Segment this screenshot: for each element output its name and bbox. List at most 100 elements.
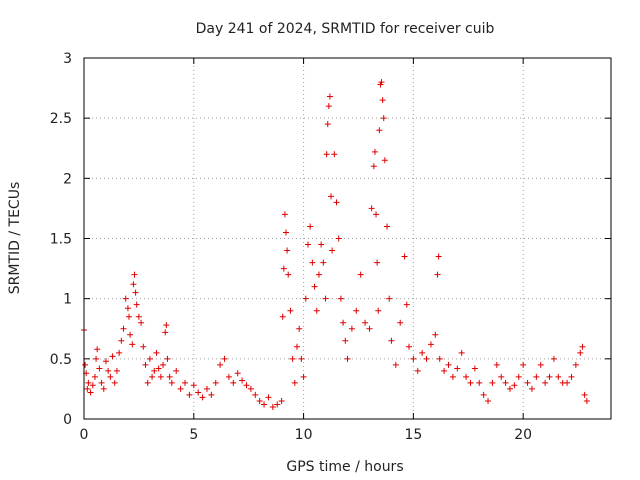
data-point xyxy=(423,355,430,362)
data-point xyxy=(583,397,590,404)
data-point xyxy=(318,241,325,248)
data-point xyxy=(127,331,134,338)
data-point xyxy=(203,385,210,392)
data-point xyxy=(378,79,385,86)
data-point xyxy=(212,379,219,386)
data-point xyxy=(493,361,500,368)
data-point xyxy=(397,319,404,326)
data-point xyxy=(102,358,109,365)
data-point xyxy=(480,391,487,398)
data-point xyxy=(342,337,349,344)
data-point xyxy=(87,389,94,396)
data-point xyxy=(463,373,470,380)
data-point xyxy=(261,401,268,408)
data-point xyxy=(380,115,387,122)
data-point xyxy=(89,382,96,389)
data-point xyxy=(199,394,206,401)
data-point xyxy=(331,151,338,158)
y-tick-label: 0 xyxy=(63,412,72,428)
data-point xyxy=(265,394,272,401)
data-point xyxy=(116,349,123,356)
data-point xyxy=(309,259,316,266)
y-tick-label: 3 xyxy=(63,51,72,67)
data-point xyxy=(111,379,118,386)
data-point xyxy=(373,211,380,218)
data-point xyxy=(410,355,417,362)
data-point xyxy=(234,370,241,377)
data-point xyxy=(195,389,202,396)
data-point xyxy=(401,253,408,260)
data-point xyxy=(313,307,320,314)
data-point xyxy=(284,247,291,254)
data-point xyxy=(375,307,382,314)
data-point xyxy=(82,361,89,368)
data-point xyxy=(146,355,153,362)
data-point xyxy=(315,271,322,278)
data-point xyxy=(564,379,571,386)
data-point xyxy=(405,343,412,350)
data-point xyxy=(133,301,140,308)
y-tick-label: 2 xyxy=(63,171,72,187)
data-point xyxy=(432,331,439,338)
data-point xyxy=(283,229,290,236)
data-point xyxy=(502,379,509,386)
data-point xyxy=(173,367,180,374)
data-point xyxy=(243,382,250,389)
data-point xyxy=(388,337,395,344)
data-point xyxy=(368,205,375,212)
data-point xyxy=(124,305,131,312)
data-point xyxy=(118,337,125,344)
data-point xyxy=(274,401,281,408)
data-point xyxy=(153,349,160,356)
data-point xyxy=(381,157,388,164)
data-point xyxy=(511,382,518,389)
data-point xyxy=(182,379,189,386)
data-point xyxy=(126,313,133,320)
data-point xyxy=(157,373,164,380)
x-tick-label: 5 xyxy=(189,427,198,443)
data-point xyxy=(269,403,276,410)
data-point xyxy=(335,235,342,242)
data-point xyxy=(449,373,456,380)
data-point xyxy=(498,373,505,380)
data-point xyxy=(120,325,127,332)
data-point xyxy=(353,307,360,314)
data-point xyxy=(533,373,540,380)
data-point xyxy=(320,259,327,266)
data-point xyxy=(296,325,303,332)
data-point xyxy=(225,373,232,380)
data-point xyxy=(374,259,381,266)
data-point xyxy=(131,271,138,278)
data-point xyxy=(537,361,544,368)
data-point xyxy=(166,373,173,380)
data-point xyxy=(94,346,101,353)
data-point xyxy=(555,373,562,380)
data-point xyxy=(386,295,393,302)
data-point xyxy=(105,367,112,374)
data-point xyxy=(84,385,91,392)
data-point xyxy=(162,329,169,336)
data-point xyxy=(142,361,149,368)
data-point xyxy=(164,355,171,362)
data-point xyxy=(333,199,340,206)
data-point xyxy=(132,289,139,296)
data-point xyxy=(441,367,448,374)
data-point xyxy=(572,361,579,368)
data-point xyxy=(129,341,136,348)
data-point xyxy=(135,313,142,320)
data-point xyxy=(130,281,137,288)
data-point xyxy=(252,391,259,398)
data-point xyxy=(91,373,98,380)
data-point xyxy=(163,322,170,329)
data-point xyxy=(515,373,522,380)
data-point xyxy=(300,373,307,380)
data-point xyxy=(366,325,373,332)
data-point xyxy=(122,295,129,302)
data-point xyxy=(279,313,286,320)
data-point xyxy=(445,361,452,368)
data-point xyxy=(311,283,318,290)
data-point xyxy=(370,163,377,170)
data-point xyxy=(376,127,383,134)
data-point xyxy=(340,319,347,326)
